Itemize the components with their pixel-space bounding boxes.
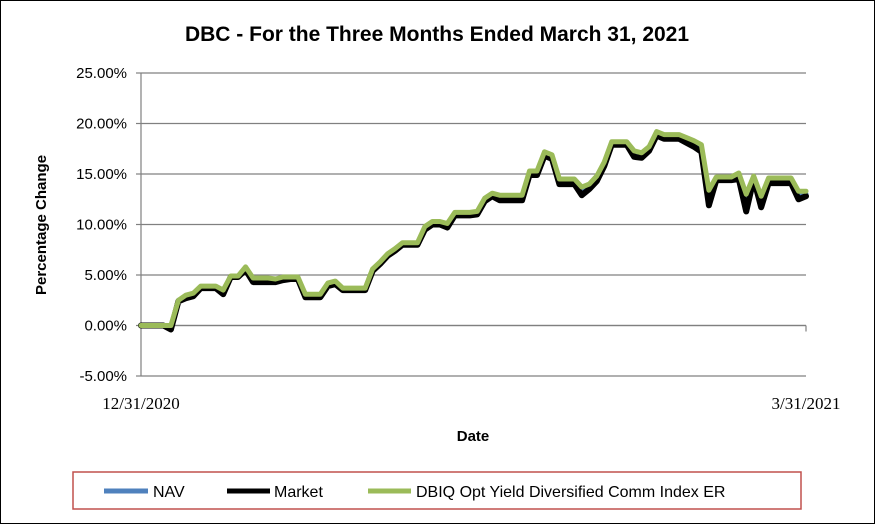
- x-tick-label-start: 12/31/2020: [102, 394, 179, 413]
- y-tick-label: 15.00%: [76, 166, 127, 183]
- series-line-index: [138, 129, 809, 328]
- chart-title: DBC - For the Three Months Ended March 3…: [185, 23, 689, 46]
- y-tick-labels: 25.00% 20.00% 15.00% 10.00% 5.00% 0.00% -5.00%: [76, 65, 127, 385]
- legend-border: [72, 471, 802, 510]
- gridlines: [136, 72, 806, 377]
- y-axis-title: Percentage Change: [33, 155, 50, 295]
- legend-label-market: Market: [274, 484, 323, 501]
- legend-label-index: DBIQ Opt Yield Diversified Comm Index ER: [416, 484, 725, 501]
- y-tick-label: 5.00%: [84, 267, 127, 284]
- y-tick-label: 10.00%: [76, 217, 127, 234]
- series-lines: [138, 129, 809, 333]
- y-tick-label: -5.00%: [79, 368, 127, 385]
- legend-label-nav: NAV: [153, 484, 185, 501]
- x-tick-label-end: 3/31/2021: [772, 394, 841, 413]
- x-axis-title: Date: [457, 428, 490, 445]
- y-tick-label: 25.00%: [76, 65, 127, 82]
- y-tick-label: 20.00%: [76, 116, 127, 133]
- y-tick-label: 0.00%: [84, 318, 127, 335]
- legend: NAV Market DBIQ Opt Yield Diversified Co…: [72, 471, 802, 510]
